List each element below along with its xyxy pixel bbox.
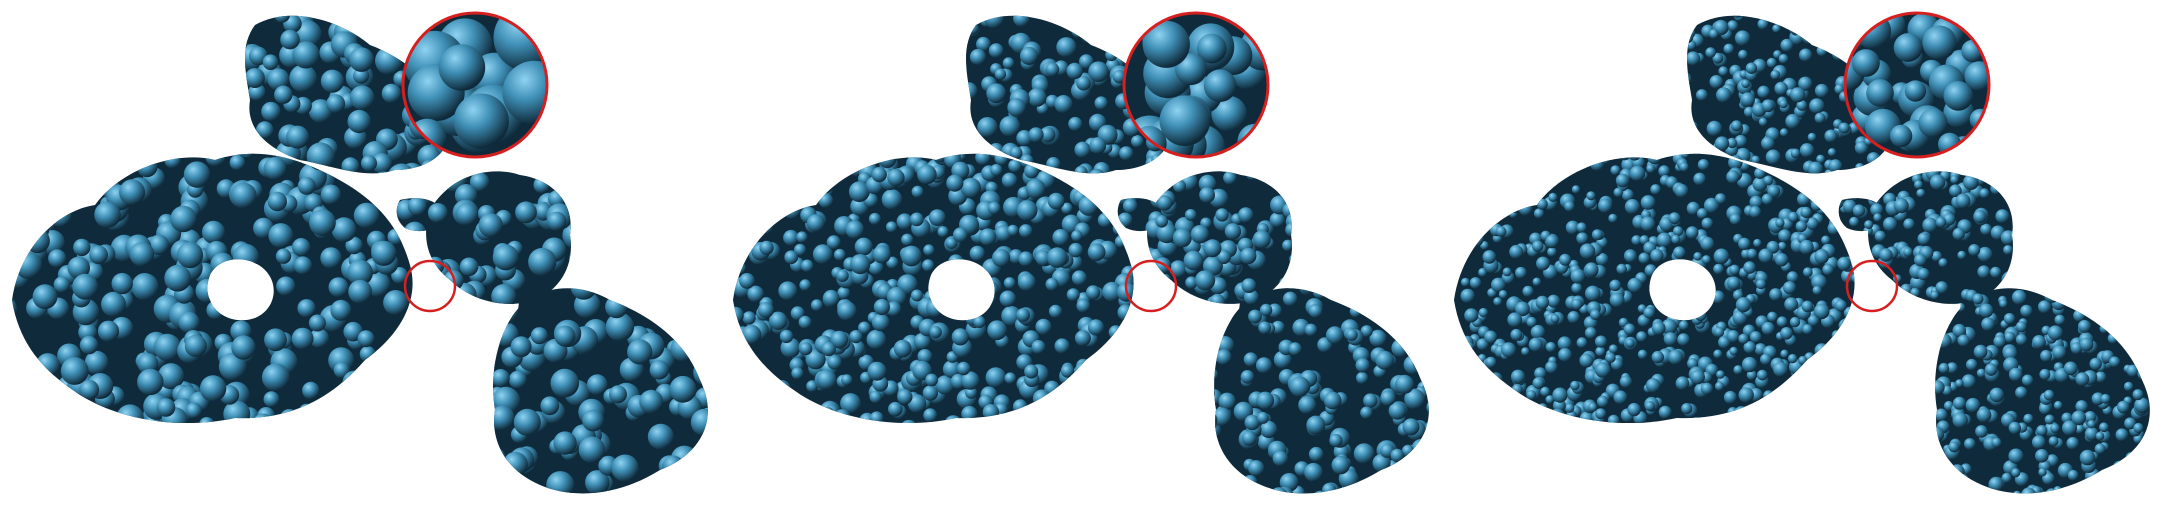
magnified-inset-border — [1843, 11, 1991, 159]
magnified-inset-border — [401, 11, 549, 159]
molecule-surface-texture — [733, 15, 1429, 494]
molecule-surface-image — [1454, 11, 2150, 494]
zoom-region-marker — [1124, 259, 1178, 313]
molecule-surface-image — [733, 11, 1429, 494]
magnified-inset-border — [1122, 11, 1270, 159]
magnified-inset — [403, 13, 547, 157]
surface-render-panel-1 — [0, 0, 721, 519]
surface-render-panel-3 — [1442, 0, 2163, 519]
molecule-surface-image — [12, 11, 708, 494]
surface-render-panel-2 — [721, 0, 1442, 519]
zoom-region-marker — [1845, 259, 1899, 313]
zoom-region-marker — [403, 259, 457, 313]
